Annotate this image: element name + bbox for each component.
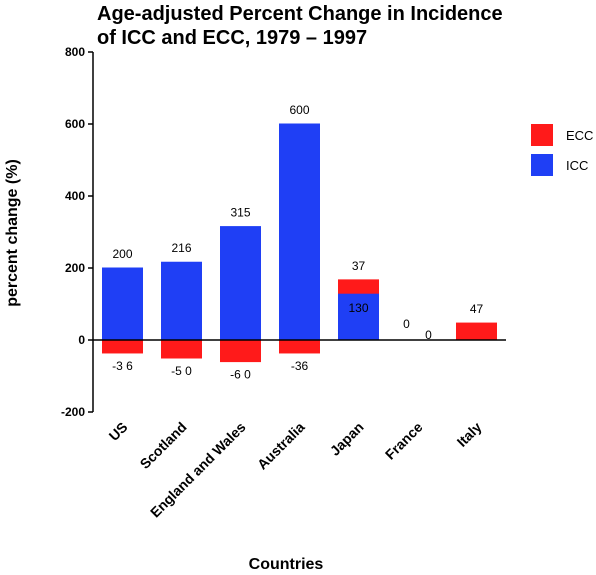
- data-label-ecc: 47: [470, 302, 484, 316]
- x-category-label: France: [382, 419, 426, 463]
- data-label-icc: 216: [171, 241, 191, 255]
- legend: ECC ICC: [531, 124, 593, 176]
- bar-ecc: [220, 339, 261, 363]
- x-category-label: Australia: [254, 419, 308, 473]
- y-tick-label: 800: [65, 45, 85, 59]
- data-label-ecc: -3 6: [112, 359, 133, 373]
- bar-ecc: [456, 322, 497, 341]
- x-category-label: Italy: [453, 419, 484, 450]
- y-axis-label: percent change (%): [4, 159, 21, 307]
- legend-label-icc: ICC: [566, 158, 588, 173]
- data-label-icc: 0: [425, 328, 432, 342]
- bar-icc: [220, 226, 261, 341]
- x-category-label: Scotland: [136, 419, 189, 472]
- data-label-ecc: -5 0: [171, 364, 192, 378]
- x-category-label: US: [106, 419, 131, 444]
- bar-ecc: [279, 339, 320, 354]
- bar-icc: [161, 261, 202, 341]
- data-label-ecc: -36: [291, 359, 309, 373]
- legend-swatch-icc: [531, 154, 553, 176]
- x-category-label: Japan: [327, 419, 367, 459]
- legend-label-ecc: ECC: [566, 128, 593, 143]
- bar-ecc: [102, 339, 143, 354]
- bar-ecc: [161, 339, 202, 359]
- x-axis-label: Countries: [249, 556, 324, 573]
- bar-ecc: [338, 279, 379, 294]
- bar-icc: [102, 267, 143, 341]
- plot-area: -200 0 200 400 600 800 200 -3 6 US 216 -5 0 Scotlan…: [61, 45, 506, 521]
- data-label-icc: 315: [230, 206, 250, 220]
- data-label-ecc: -6 0: [230, 368, 251, 382]
- y-tick-label: -200: [61, 405, 85, 419]
- data-label-icc: 130: [348, 301, 368, 315]
- y-tick-label: 0: [78, 333, 85, 347]
- chart-title-line-1: Age-adjusted Percent Change in Incidence: [97, 3, 503, 25]
- y-tick-label: 200: [65, 261, 85, 275]
- bar-icc: [279, 123, 320, 341]
- data-label-ecc: 37: [352, 259, 366, 273]
- y-tick-label: 400: [65, 189, 85, 203]
- data-label-icc: 600: [289, 103, 309, 117]
- data-label-icc: 200: [112, 247, 132, 261]
- data-label-ecc: 0: [403, 317, 410, 331]
- legend-swatch-ecc: [531, 124, 553, 146]
- chart-title-line-2: of ICC and ECC, 1979 – 1997: [97, 27, 367, 49]
- y-tick-label: 600: [65, 117, 85, 131]
